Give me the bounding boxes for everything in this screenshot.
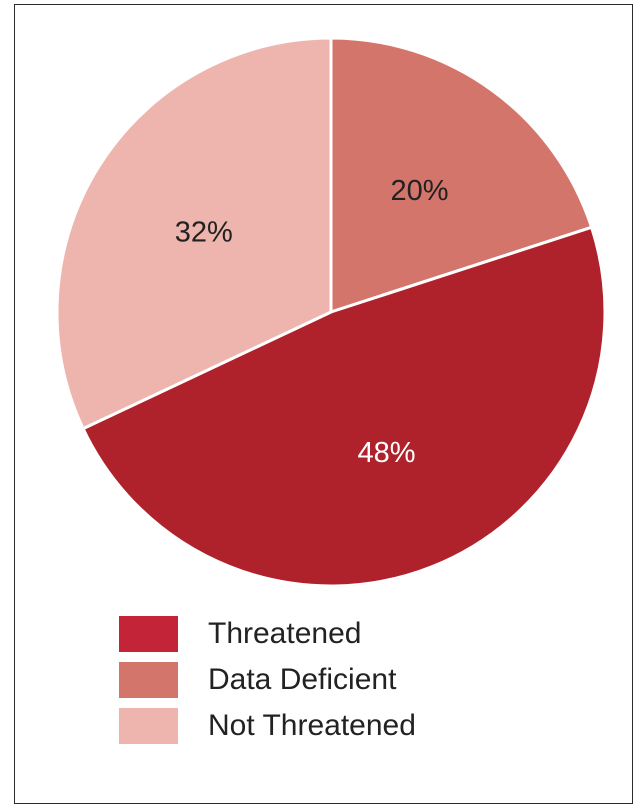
legend: Threatened Data Deficient Not Threatened <box>119 611 416 749</box>
slice-label-threatened: 48% <box>357 437 415 469</box>
legend-label-not-threatened: Not Threatened <box>208 709 416 742</box>
legend-item-threatened: Threatened <box>119 611 416 657</box>
slice-not-threatened <box>55 36 333 431</box>
legend-swatch-not-threatened <box>119 708 178 744</box>
legend-label-threatened: Threatened <box>208 617 362 650</box>
legend-label-data-deficient: Data Deficient <box>208 663 397 696</box>
legend-item-data-deficient: Data Deficient <box>119 657 416 703</box>
slice-threatened <box>81 225 607 588</box>
legend-swatch-data-deficient <box>119 662 178 698</box>
pie-chart: 20% 48% 32% <box>55 36 607 588</box>
slice-label-data-deficient: 20% <box>391 175 449 207</box>
legend-swatch-threatened <box>119 616 178 652</box>
chart-frame: 20% 48% 32% Threatened Data Deficient Not … <box>14 4 633 804</box>
slice-label-not-threatened: 32% <box>175 216 233 248</box>
legend-item-not-threatened: Not Threatened <box>119 703 416 749</box>
slice-data-deficient <box>329 36 594 314</box>
